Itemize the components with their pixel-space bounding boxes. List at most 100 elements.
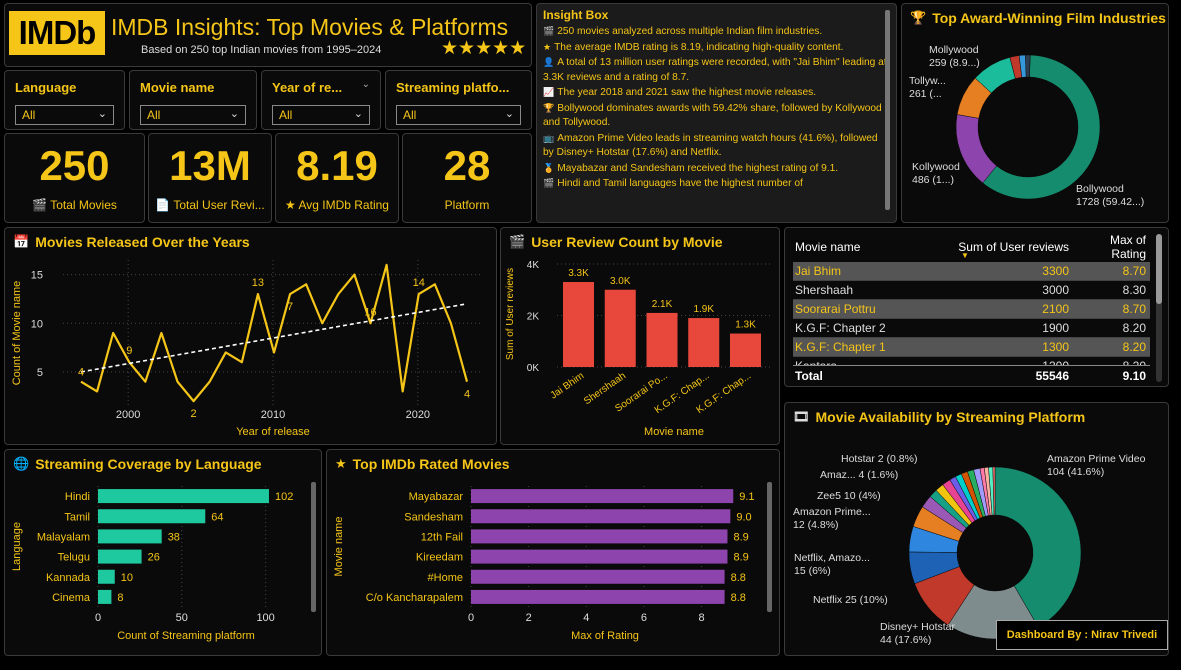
- pie-slice[interactable]: [994, 466, 1082, 628]
- pie-slice[interactable]: [955, 114, 997, 184]
- chevron-down-icon[interactable]: ⌄: [353, 108, 363, 120]
- bar[interactable]: [471, 589, 725, 604]
- pie-slice[interactable]: [1025, 54, 1031, 78]
- table-scrollbar[interactable]: [1156, 234, 1162, 382]
- calendar-icon: 📅: [13, 234, 30, 249]
- bar[interactable]: [471, 509, 731, 524]
- col-max-rating[interactable]: Max of Rating: [1109, 233, 1146, 261]
- bar[interactable]: [471, 569, 725, 584]
- filter-language[interactable]: Language All ⌄: [4, 70, 125, 130]
- cell-reviews: 3000: [1042, 283, 1069, 297]
- bar[interactable]: [98, 529, 162, 544]
- data-label: 38: [168, 531, 180, 543]
- bar[interactable]: [98, 509, 206, 524]
- reviews-title-text: User Review Count by Movie: [531, 234, 723, 250]
- bar[interactable]: [646, 312, 678, 367]
- availability-panel: 🎞 Movie Availability by Streaming Platfor…: [784, 402, 1169, 656]
- star-icon: ★: [335, 456, 347, 471]
- star-rating-icon: ★★★★★: [441, 38, 527, 59]
- filter-streaming-platform[interactable]: Streaming platfo... All ⌄: [385, 70, 532, 130]
- insight-scrollbar[interactable]: [885, 10, 890, 210]
- toprated-scrollbar[interactable]: [767, 482, 772, 612]
- cell-movie-name: Shershaah: [795, 283, 854, 297]
- bar[interactable]: [98, 549, 142, 564]
- data-label: 4: [78, 367, 84, 379]
- x-tick-label: 2010: [261, 409, 285, 421]
- col-sum-reviews[interactable]: Sum of User reviews ▼: [953, 240, 1073, 260]
- bar[interactable]: [563, 282, 594, 367]
- data-label: 1.3K: [735, 320, 756, 331]
- bar[interactable]: [471, 549, 728, 564]
- pie-slice[interactable]: [992, 466, 996, 516]
- language-select[interactable]: All ⌄: [15, 105, 114, 125]
- insight-line: 🏆 Bollywood dominates awards with 59.42% …: [543, 101, 890, 131]
- table-row[interactable]: K.G.F: Chapter 2 1900 8.20: [793, 319, 1150, 338]
- x-tick-label: 2020: [406, 409, 430, 421]
- coverage-title: 🌐 Streaming Coverage by Language: [13, 456, 262, 472]
- insight-line: 🎬 250 movies analyzed across multiple Ind…: [543, 24, 890, 40]
- insight-bullet-icon: 📈: [543, 87, 555, 97]
- slice-label: Bollywood: [1076, 183, 1124, 195]
- page-subtitle: Based on 250 top Indian movies from 1995…: [141, 44, 382, 56]
- sort-desc-icon[interactable]: ▼: [961, 251, 969, 260]
- data-label: 8: [117, 592, 123, 604]
- bar[interactable]: [604, 289, 636, 367]
- movie-name-select[interactable]: All ⌄: [140, 105, 246, 125]
- table-row[interactable]: Kantara12008.20: [793, 357, 1150, 365]
- bar[interactable]: [471, 489, 734, 504]
- platform-select[interactable]: All ⌄: [396, 105, 521, 125]
- cell-rating: 8.20: [1122, 321, 1146, 335]
- coverage-scrollbar[interactable]: [311, 482, 316, 612]
- bar[interactable]: [688, 318, 720, 367]
- chevron-down-icon[interactable]: ⌄: [97, 108, 107, 120]
- kpi-value: 28: [443, 142, 491, 189]
- slice-label: 486 (1...): [912, 174, 954, 186]
- table-row[interactable]: Jai Bhim 3300 8.70: [793, 262, 1150, 281]
- insight-box: Insight Box 🎬 250 movies analyzed across …: [536, 3, 897, 223]
- chevron-down-icon[interactable]: ⌄: [504, 108, 514, 120]
- y-tick-label: Kireedam: [416, 552, 463, 564]
- y-tick-label: Mayabazar: [409, 491, 464, 503]
- toprated-title: ★ Top IMDb Rated Movies: [335, 456, 510, 472]
- insight-bullet-icon: ★: [543, 41, 552, 52]
- slice-label: Amazon Prime Video: [1047, 453, 1146, 465]
- insight-text: Amazon Prime Video leads in streaming wa…: [543, 132, 878, 159]
- table-row[interactable]: K.G.F: Chapter 1 1300 8.20: [793, 338, 1150, 357]
- chevron-down-icon[interactable]: ⌄: [229, 108, 239, 120]
- pie-slice[interactable]: [982, 54, 1101, 200]
- insight-bullet-icon: 👤: [543, 57, 555, 67]
- coverage-title-text: Streaming Coverage by Language: [35, 456, 262, 472]
- table-row[interactable]: Shershaah 3000 8.30: [793, 281, 1150, 300]
- reviews-table-panel: Movie name Sum of User reviews ▼ Max of R…: [784, 227, 1169, 387]
- x-axis-title: Year of release: [236, 426, 310, 438]
- series-line: [80, 263, 469, 403]
- y-tick-label: Cinema: [52, 592, 91, 604]
- filter-movie-name[interactable]: Movie name All ⌄: [129, 70, 257, 130]
- globe-icon: 🌐: [13, 456, 30, 471]
- clapper-icon: 🎬: [32, 198, 48, 212]
- slice-label: Hotstar 2 (0.8%): [841, 453, 917, 465]
- kpi-label-text: Avg IMDb Rating: [298, 198, 389, 212]
- filter-year[interactable]: Year of re... ⌄ All ⌄: [261, 70, 381, 130]
- year-select[interactable]: All ⌄: [272, 105, 370, 125]
- y-tick-label: #Home: [428, 572, 463, 584]
- y-tick-label: Kannada: [46, 572, 91, 584]
- availability-title-text: Movie Availability by Streaming Platform: [815, 409, 1086, 425]
- reviews-title: 🎬 User Review Count by Movie: [509, 234, 723, 250]
- bar[interactable]: [730, 333, 761, 367]
- data-label: 8.9: [733, 531, 748, 543]
- bar[interactable]: [471, 529, 728, 544]
- x-tick-label: 0: [468, 612, 474, 624]
- y-tick-label: C/o Kancharapalem: [366, 592, 463, 604]
- bar[interactable]: [98, 489, 269, 504]
- awards-title: 🏆 Top Award-Winning Film Industries: [910, 10, 1166, 26]
- table-scrollbar-thumb[interactable]: [1156, 234, 1162, 304]
- chevron-down-icon[interactable]: ⌄: [361, 79, 370, 90]
- bar[interactable]: [98, 569, 115, 584]
- bar[interactable]: [98, 589, 112, 604]
- table-row[interactable]: Soorarai Pottru 2100 8.70: [793, 300, 1150, 319]
- released-title-text: Movies Released Over the Years: [35, 234, 250, 250]
- document-icon: 📄: [155, 198, 171, 212]
- col-movie-name[interactable]: Movie name: [795, 240, 861, 254]
